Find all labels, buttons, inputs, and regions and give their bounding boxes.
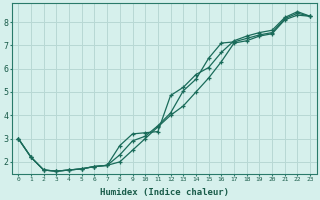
X-axis label: Humidex (Indice chaleur): Humidex (Indice chaleur) <box>100 188 229 197</box>
